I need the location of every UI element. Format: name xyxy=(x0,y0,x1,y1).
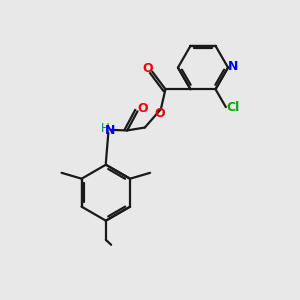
Text: N: N xyxy=(228,61,238,74)
Text: N: N xyxy=(105,124,116,137)
Text: H: H xyxy=(100,122,109,136)
Text: O: O xyxy=(155,107,166,120)
Text: O: O xyxy=(142,61,153,74)
Text: Cl: Cl xyxy=(226,101,240,115)
Text: O: O xyxy=(137,102,148,115)
